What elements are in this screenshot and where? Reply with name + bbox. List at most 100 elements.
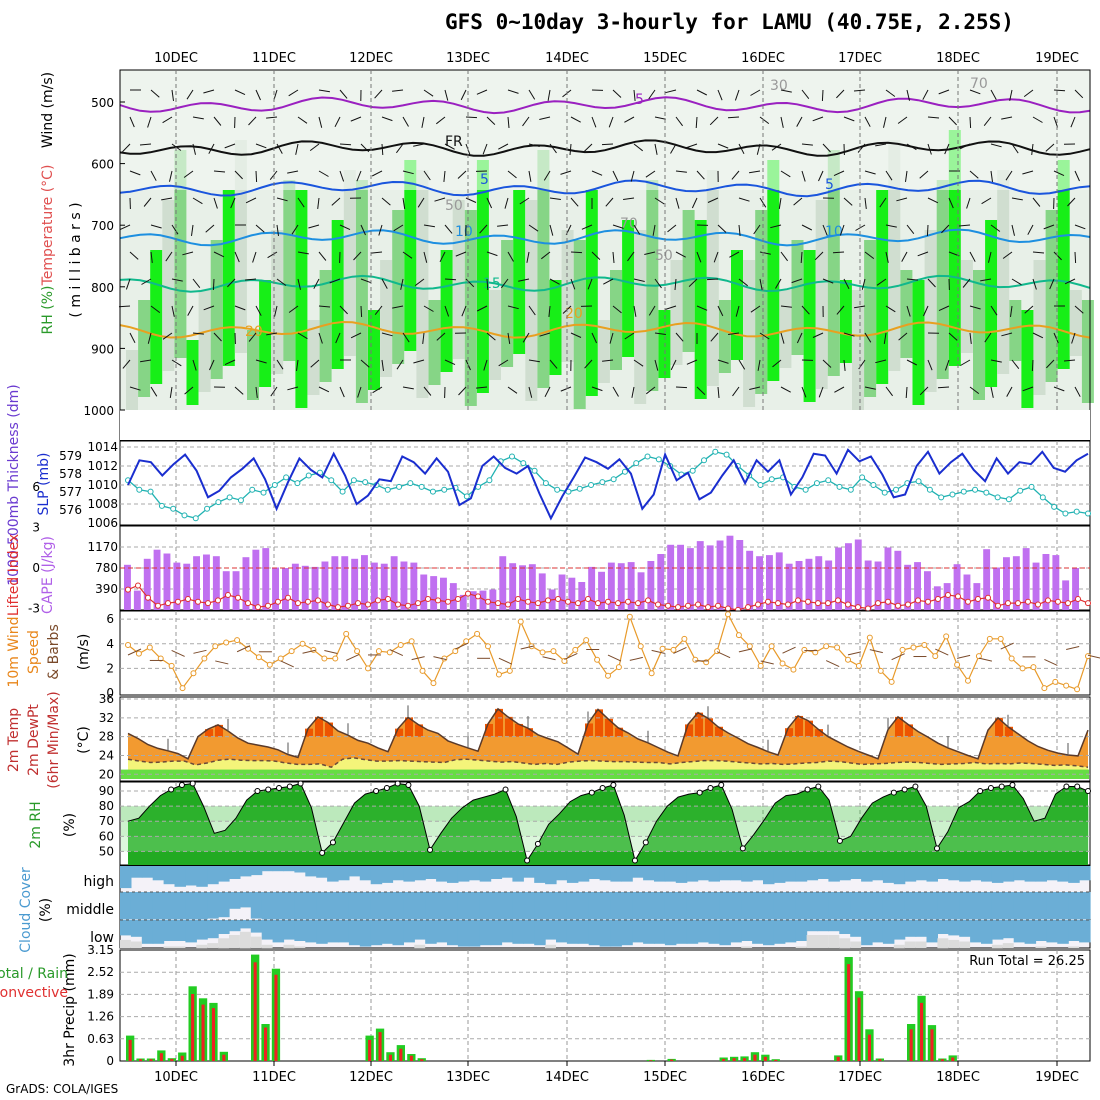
cloud-cover-bar: [948, 866, 960, 881]
wind-barb: [796, 332, 803, 344]
wind-barb: [1053, 116, 1059, 128]
wind-barb: [360, 278, 372, 284]
wind-barb: [570, 251, 583, 254]
rh-shade: [186, 340, 199, 405]
cloud-cover-bar: [556, 920, 568, 943]
wind-speed-marker: [757, 662, 764, 669]
thickness-marker: [554, 486, 561, 493]
wind-barb: [360, 305, 363, 318]
cloud-cover-bar: [545, 920, 557, 940]
cloud-cover-bar: [708, 892, 720, 920]
cloud-cover-bar: [534, 866, 546, 883]
cloud-cover-bar: [566, 866, 579, 883]
wind-barb: [141, 278, 152, 285]
hot-temp-segment: [315, 716, 323, 737]
cloud-cover-bar: [599, 920, 612, 947]
lifted-index-marker: [535, 600, 541, 607]
cloud-cover-bar: [1068, 866, 1080, 883]
wind-barb: [822, 359, 832, 368]
wind-barb: [350, 332, 362, 339]
cape-bar: [341, 556, 349, 610]
cloud-cover-bar: [436, 920, 448, 943]
wind-barb: [444, 143, 455, 150]
wind-barb: [1011, 143, 1019, 154]
lifted-index-marker: [495, 600, 501, 607]
precip-convective-bar: [191, 994, 195, 1061]
cloud-cover-bar: [719, 866, 731, 881]
precip-convective-bar: [743, 1058, 747, 1061]
hot-temp-segment: [685, 724, 693, 737]
cape-bar: [835, 547, 842, 610]
rh-shade: [525, 200, 538, 401]
wind-barb: [591, 386, 603, 392]
wind-barb: [1032, 116, 1043, 123]
rh-band: [121, 806, 1089, 822]
wind-barb: [812, 116, 824, 122]
rh-shade: [198, 290, 211, 392]
cloud-cover-bar: [1002, 866, 1015, 882]
cloud-cover-bar: [588, 920, 601, 946]
lifted-index-marker: [1035, 601, 1041, 608]
wind-speed-marker: [866, 634, 873, 641]
bottom-date-label: 12DEC: [349, 1070, 393, 1085]
cloud-cover-bar: [882, 920, 895, 944]
cape-bar: [598, 571, 605, 610]
wind-barb: [791, 278, 803, 284]
cape-bar: [163, 553, 171, 610]
wind-barb: [1070, 116, 1076, 128]
cloud-cover-bar: [632, 892, 644, 920]
wind-barb: [171, 89, 174, 101]
cloud-cover-bar: [643, 920, 655, 944]
low-cloud-gap: [741, 946, 753, 948]
lifted-index-marker: [665, 602, 671, 609]
wind-barb: [960, 359, 971, 366]
wind-barb: [759, 332, 770, 340]
lifted-index-marker: [425, 596, 431, 603]
wind-speed-marker: [1030, 664, 1037, 671]
wind-speed-marker: [135, 650, 142, 657]
wind-barb: [318, 116, 323, 128]
cloud-cover-bar: [784, 892, 797, 920]
cloud-cover-bar: [806, 866, 819, 881]
cloud-cover-bar: [348, 920, 361, 946]
wind-barb: [670, 359, 677, 371]
wind-barb: [728, 332, 740, 335]
wind-barb: [627, 251, 635, 262]
wind-speed-marker: [648, 670, 655, 677]
wind-barb: [457, 170, 467, 179]
slp-tick-label: 1008: [87, 497, 118, 511]
lifted-index-marker: [1045, 597, 1051, 604]
thickness-marker: [768, 476, 775, 483]
cloud-cover-bar: [447, 892, 459, 920]
cloud-cover-bar: [457, 866, 470, 882]
cloud-axis-label: (%): [38, 898, 54, 922]
hot-temp-segment: [715, 726, 723, 737]
surface-wind-barb: [935, 648, 949, 656]
wind-barb: [522, 332, 530, 343]
wind-barb: [727, 116, 740, 119]
thickness-marker: [1005, 496, 1012, 503]
hot-temp-segment: [1005, 726, 1013, 737]
wind-barb: [476, 305, 488, 312]
wind-barb: [675, 332, 684, 342]
wind-barb: [208, 143, 215, 154]
cape-bar: [884, 547, 892, 610]
precip-convective-bar: [920, 1002, 924, 1061]
cloud-cover-bar: [294, 920, 306, 941]
precip-tick-label: 0: [106, 1054, 114, 1068]
cape-bar: [766, 555, 773, 610]
cloud-cover-bar: [436, 866, 448, 882]
surface-wind-barb: [1044, 658, 1058, 666]
cloud-cover-bar: [839, 892, 851, 920]
cloud-cover-bar: [959, 892, 971, 920]
lifted-index-marker: [1065, 600, 1071, 607]
cloud-cover-bar: [447, 920, 459, 946]
cloud-cover-bar: [229, 920, 241, 932]
wind-barb: [549, 143, 557, 154]
cloud-cover-bar: [861, 892, 873, 920]
hot-temp-segment: [515, 723, 523, 737]
wind-barb: [775, 278, 782, 289]
lifted-index-marker: [515, 596, 521, 603]
wind-barb: [381, 143, 384, 156]
wind-barb: [581, 224, 593, 230]
